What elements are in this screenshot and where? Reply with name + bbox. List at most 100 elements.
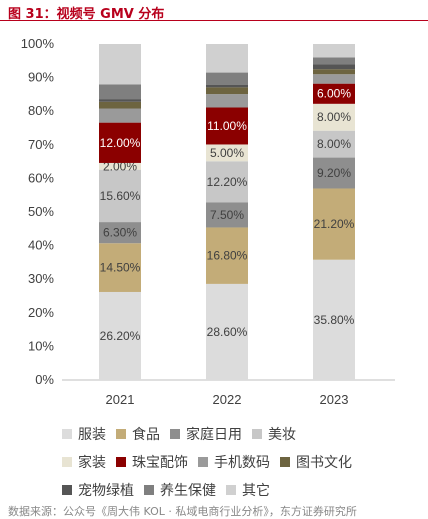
legend-swatch: [116, 457, 126, 467]
data-label: 12.00%: [100, 136, 141, 150]
legend-swatch: [62, 457, 72, 467]
legend-item: 美妆: [252, 424, 296, 444]
data-label: 21.20%: [314, 217, 355, 231]
legend-label: 美妆: [268, 427, 296, 443]
legend-label: 珠宝配饰: [132, 455, 188, 471]
bar-segment: [206, 94, 248, 108]
bar-segment: [313, 83, 355, 104]
bar-segment: [99, 243, 141, 292]
legend-item: 养生保健: [144, 480, 216, 500]
y-tick-label: 80%: [28, 103, 54, 118]
legend-item: 食品: [116, 424, 160, 444]
bar-segment: [313, 69, 355, 75]
legend-label: 宠物绿植: [78, 483, 134, 499]
legend-label: 家装: [78, 455, 106, 471]
bar-segment: [206, 202, 248, 228]
legend-swatch: [280, 457, 290, 467]
legend-label: 图书文化: [296, 455, 352, 471]
bar-segment: [99, 108, 141, 123]
bar-segment: [99, 84, 141, 100]
legend-item: 图书文化: [280, 452, 352, 472]
bar-segment: [206, 72, 248, 85]
y-tick-label: 20%: [28, 305, 54, 320]
bar-segment: [313, 188, 355, 260]
y-tick-label: 0%: [35, 372, 54, 387]
bar-segment: [313, 74, 355, 84]
legend-label: 其它: [242, 483, 270, 499]
y-tick-label: 60%: [28, 170, 54, 185]
legend-swatch: [226, 485, 236, 495]
data-label: 6.30%: [103, 226, 137, 240]
y-tick-label: 50%: [28, 204, 54, 219]
data-label: 35.80%: [314, 313, 355, 327]
legend-item: 家装: [62, 452, 106, 472]
figure-title: 图 31：视频号 GMV 分布: [8, 7, 165, 22]
bar-segment: [99, 122, 141, 163]
source-note: 数据来源：公众号《周大伟 KOL · 私域电商行业分析》，东方证券研究所: [8, 505, 357, 518]
y-tick-label: 70%: [28, 137, 54, 152]
y-tick-label: 40%: [28, 238, 54, 253]
bar-segment: [313, 103, 355, 131]
data-label: 14.50%: [100, 261, 141, 275]
y-tick-label: 10%: [28, 338, 54, 353]
x-tick-label: 2022: [213, 392, 242, 407]
legend-item: 宠物绿植: [62, 480, 134, 500]
data-label: 5.00%: [210, 146, 244, 160]
bar-segment: [313, 259, 355, 380]
bar-segment: [206, 84, 248, 88]
bar-segment: [206, 144, 248, 162]
legend-row: 家装 珠宝配饰 手机数码 图书文化: [62, 448, 402, 476]
legend-row: 服装 食品 家庭日用 美妆: [62, 420, 402, 448]
bar-segment: [313, 157, 355, 189]
data-label: 16.80%: [207, 249, 248, 263]
stacked-bar-chart: 0% 10% 20% 30% 40% 50% 60% 70% 80% 90% 100% 26.20% 1…: [21, 36, 395, 407]
legend-item: 服装: [62, 424, 106, 444]
legend-label: 食品: [132, 427, 160, 443]
bar-segment: [206, 283, 248, 380]
legend-item: 家庭日用: [170, 424, 242, 444]
data-label: 6.00%: [317, 87, 351, 101]
data-label: 9.20%: [317, 166, 351, 180]
bar-segment: [313, 64, 355, 70]
data-label: 8.00%: [317, 110, 351, 124]
y-tick-label: 90%: [28, 70, 54, 85]
data-label: 11.00%: [207, 119, 247, 133]
legend-label: 手机数码: [214, 455, 270, 471]
bar-segment: [206, 107, 248, 145]
title-rule: [0, 20, 428, 21]
data-label: 28.60%: [207, 325, 248, 339]
legend-label: 服装: [78, 427, 106, 443]
legend-label: 家庭日用: [186, 427, 242, 443]
x-tick-label: 2021: [106, 392, 135, 407]
bar-segment: [99, 162, 141, 170]
legend-label: 养生保健: [160, 483, 216, 499]
data-label: 8.00%: [317, 137, 351, 151]
legend-swatch: [198, 457, 208, 467]
bar-segment: [313, 44, 355, 58]
legend-swatch: [116, 429, 126, 439]
bar-segment: [313, 57, 355, 65]
legend-swatch: [62, 485, 72, 495]
bar-segment: [99, 99, 141, 102]
bar-segment: [206, 87, 248, 95]
bar-segment: [99, 291, 141, 380]
y-tick-label: 100%: [21, 36, 55, 51]
legend: 服装 食品 家庭日用 美妆家装 珠宝配饰 手机数码 图书文化宠物绿植 养生保健 其它: [62, 420, 402, 504]
legend-swatch: [170, 429, 180, 439]
bar-segment: [206, 44, 248, 73]
bar-segment: [99, 44, 141, 85]
legend-swatch: [252, 429, 262, 439]
bar-segment: [206, 161, 248, 203]
legend-swatch: [144, 485, 154, 495]
data-label: 7.50%: [210, 208, 244, 222]
bar-segment: [99, 169, 141, 223]
data-label: 12.20%: [207, 175, 248, 189]
data-label: 26.20%: [100, 329, 141, 343]
x-tick-label: 2023: [320, 392, 349, 407]
y-tick-label: 30%: [28, 271, 54, 286]
bar-segment: [99, 101, 141, 109]
legend-swatch: [62, 429, 72, 439]
legend-row: 宠物绿植 养生保健 其它: [62, 476, 402, 504]
legend-item: 手机数码: [198, 452, 270, 472]
legend-item: 其它: [226, 480, 270, 500]
